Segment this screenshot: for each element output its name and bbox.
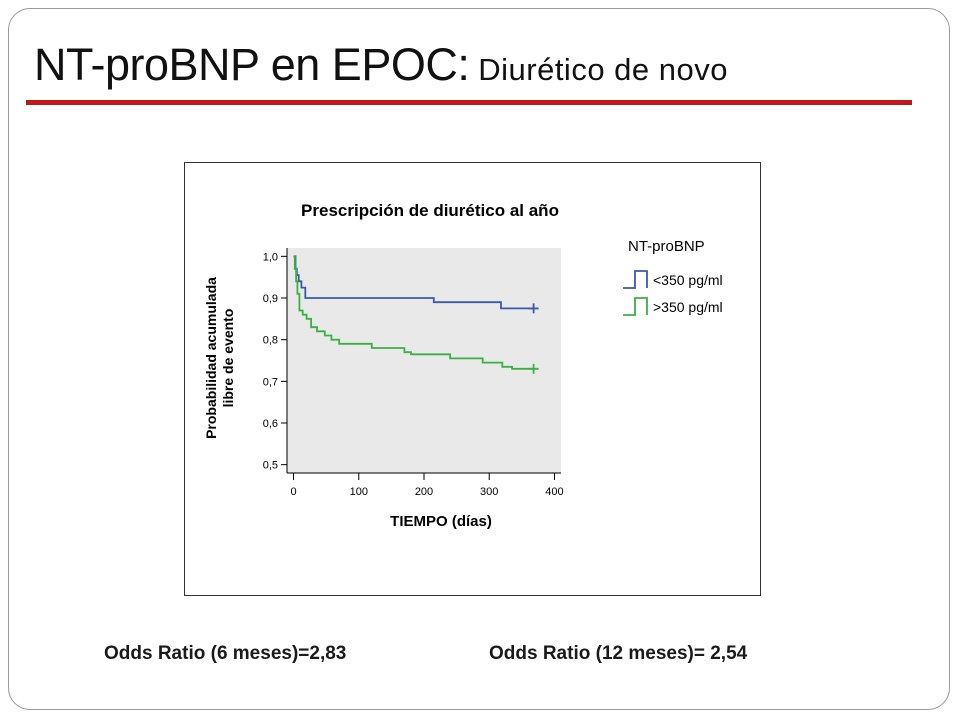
legend: NT-proBNP <350 pg/ml >350 pg/ml	[623, 238, 723, 316]
legend-swatch	[623, 297, 648, 316]
series-layer	[293, 255, 539, 374]
censor-mark-2	[528, 363, 539, 374]
series-line-2	[293, 255, 534, 370]
x-tick-label: 0	[290, 486, 296, 498]
title-underline	[26, 100, 912, 105]
chart-container: Prescripción de diurético al año 0,5 0,6 0…	[184, 162, 761, 596]
y-tick-label: 0,5	[263, 460, 278, 472]
slide-title-main: NT-proBNP en EPOC:	[34, 39, 470, 90]
x-tick-label: 200	[415, 486, 433, 498]
legend-item-2: >350 pg/ml	[623, 297, 723, 316]
y-tick-label: 0,7	[263, 376, 278, 388]
odds-ratio-6-months: Odds Ratio (6 meses)=2,83	[104, 643, 347, 664]
slide-title-sub: Diurético de novo	[478, 52, 728, 87]
x-axis: 0 100 200 300 400	[287, 472, 564, 498]
x-tick-label: 400	[545, 486, 563, 498]
x-tick-label: 300	[480, 486, 498, 498]
x-tick-label: 100	[350, 486, 368, 498]
censor-mark-1	[528, 303, 539, 314]
y-axis-label-line1: Probabilidad acumulada	[203, 277, 219, 439]
survival-chart: Prescripción de diurético al año 0,50,60…	[203, 201, 723, 530]
chart-title: Prescripción de diurético al año	[301, 201, 559, 220]
x-axis-label: TIEMPO (días)	[390, 513, 492, 530]
legend-title: NT-proBNP	[628, 238, 705, 255]
y-axis-label-line2: libre de evento	[220, 309, 236, 408]
odds-ratio-12-months: Odds Ratio (12 meses)= 2,54	[489, 643, 748, 664]
y-tick-label: 1,0	[263, 251, 278, 263]
legend-label: <350 pg/ml	[653, 272, 723, 288]
y-axis: 0,5 0,6 0,7 0,8 0,9 1,0	[263, 248, 288, 473]
y-tick-label: 0,6	[263, 418, 278, 430]
y-tick-label: 0,8	[263, 335, 278, 347]
legend-swatch	[623, 270, 648, 289]
legend-item-1: <350 pg/ml	[623, 270, 723, 289]
legend-label: >350 pg/ml	[653, 299, 723, 315]
plot-area	[287, 248, 561, 473]
y-tick-label: 0,9	[263, 293, 278, 305]
slide-title: NT-proBNP en EPOC: Diurético de novo	[34, 42, 728, 87]
